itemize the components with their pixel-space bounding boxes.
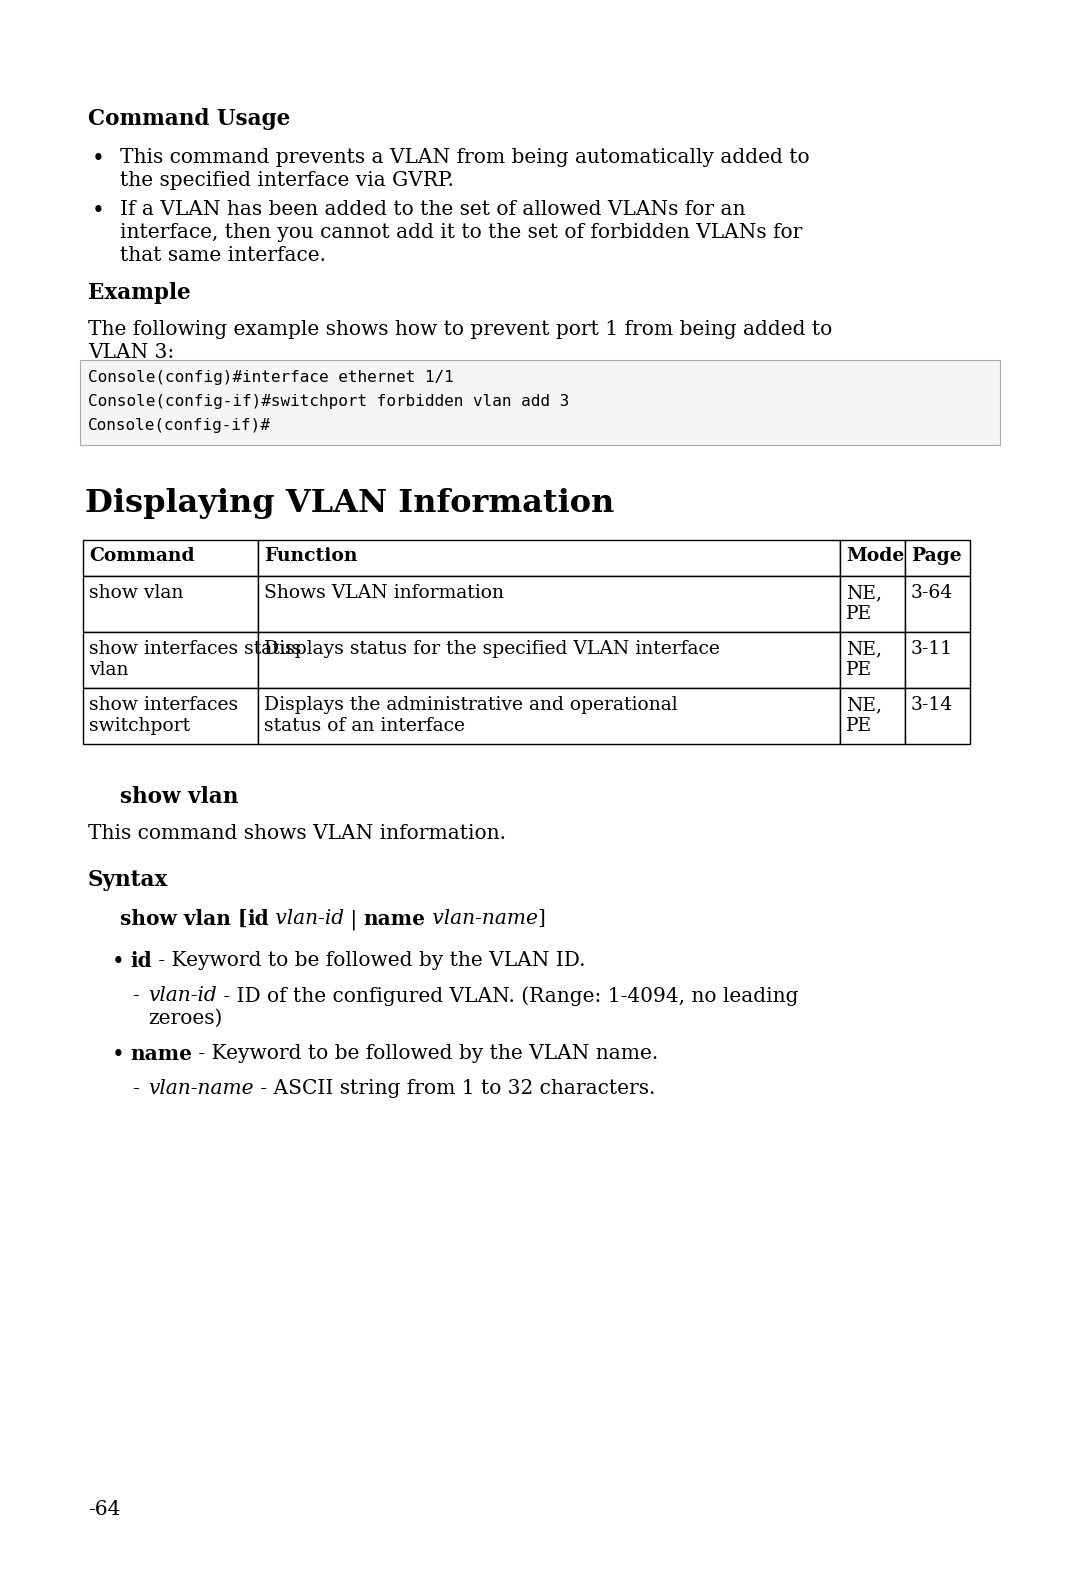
- Bar: [840, 688, 905, 744]
- Text: - Keyword to be followed by the VLAN name.: - Keyword to be followed by the VLAN nam…: [192, 1044, 658, 1063]
- Text: NE,: NE,: [846, 696, 882, 714]
- Bar: [905, 540, 970, 576]
- Text: id: id: [130, 951, 152, 970]
- Text: •: •: [92, 199, 105, 221]
- Text: Displaying VLAN Information: Displaying VLAN Information: [85, 488, 615, 520]
- Text: |: |: [345, 909, 364, 929]
- Text: show interfaces: show interfaces: [89, 696, 238, 714]
- Bar: [258, 688, 840, 744]
- Bar: [905, 576, 970, 633]
- Bar: [83, 576, 258, 633]
- Text: PE: PE: [846, 661, 873, 678]
- Bar: [258, 576, 840, 633]
- Bar: [258, 540, 840, 576]
- Bar: [258, 633, 840, 688]
- Bar: [905, 633, 970, 688]
- Text: Page: Page: [912, 546, 961, 565]
- Text: VLAN 3:: VLAN 3:: [87, 342, 174, 363]
- Text: Displays the administrative and operational: Displays the administrative and operatio…: [264, 696, 677, 714]
- Bar: [840, 576, 905, 633]
- Bar: [83, 540, 258, 576]
- Text: switchport: switchport: [89, 717, 190, 735]
- Text: Example: Example: [87, 283, 191, 305]
- Bar: [840, 540, 905, 576]
- Text: Displays status for the specified VLAN interface: Displays status for the specified VLAN i…: [264, 641, 720, 658]
- Text: show vlan [: show vlan [: [120, 909, 247, 929]
- Text: Command: Command: [89, 546, 194, 565]
- Text: 3-64: 3-64: [912, 584, 954, 601]
- Bar: [840, 633, 905, 688]
- Text: PE: PE: [846, 717, 873, 735]
- Text: •: •: [112, 951, 125, 973]
- Text: Console(config)#interface ethernet 1/1: Console(config)#interface ethernet 1/1: [87, 371, 454, 385]
- Bar: [83, 688, 258, 744]
- Text: Command Usage: Command Usage: [87, 108, 291, 130]
- Text: Mode: Mode: [846, 546, 904, 565]
- Text: show interfaces status: show interfaces status: [89, 641, 301, 658]
- Text: If a VLAN has been added to the set of allowed VLANs for an: If a VLAN has been added to the set of a…: [120, 199, 745, 218]
- Text: Function: Function: [264, 546, 357, 565]
- Text: Console(config-if)#: Console(config-if)#: [87, 418, 271, 433]
- Text: -: -: [132, 1079, 138, 1097]
- Text: ]: ]: [538, 909, 545, 928]
- Text: id: id: [247, 909, 269, 929]
- Text: •: •: [112, 1044, 125, 1066]
- Text: vlan-id: vlan-id: [148, 986, 217, 1005]
- Text: name: name: [364, 909, 426, 929]
- Text: The following example shows how to prevent port 1 from being added to: The following example shows how to preve…: [87, 320, 833, 339]
- Bar: [83, 633, 258, 688]
- Text: status of an interface: status of an interface: [264, 717, 465, 735]
- Text: This command prevents a VLAN from being automatically added to: This command prevents a VLAN from being …: [120, 148, 810, 166]
- Text: -64: -64: [87, 1499, 120, 1520]
- Text: show vlan: show vlan: [120, 787, 239, 809]
- Text: NE,: NE,: [846, 641, 882, 658]
- Text: name: name: [130, 1044, 192, 1064]
- Bar: [80, 360, 1000, 444]
- Text: 3-11: 3-11: [912, 641, 954, 658]
- Text: Syntax: Syntax: [87, 870, 168, 892]
- Text: zeroes): zeroes): [148, 1010, 222, 1028]
- Bar: [905, 688, 970, 744]
- Text: Console(config-if)#switchport forbidden vlan add 3: Console(config-if)#switchport forbidden …: [87, 394, 569, 410]
- Text: - ASCII string from 1 to 32 characters.: - ASCII string from 1 to 32 characters.: [254, 1079, 654, 1097]
- Text: vlan-name: vlan-name: [426, 909, 538, 928]
- Text: vlan: vlan: [89, 661, 129, 678]
- Text: - Keyword to be followed by the VLAN ID.: - Keyword to be followed by the VLAN ID.: [152, 951, 585, 970]
- Text: interface, then you cannot add it to the set of forbidden VLANs for: interface, then you cannot add it to the…: [120, 223, 802, 242]
- Text: the specified interface via GVRP.: the specified interface via GVRP.: [120, 171, 454, 190]
- Text: NE,: NE,: [846, 584, 882, 601]
- Text: PE: PE: [846, 604, 873, 623]
- Text: vlan-name: vlan-name: [148, 1079, 254, 1097]
- Text: -: -: [132, 986, 138, 1005]
- Text: This command shows VLAN information.: This command shows VLAN information.: [87, 824, 507, 843]
- Text: vlan-id: vlan-id: [269, 909, 345, 928]
- Text: that same interface.: that same interface.: [120, 246, 326, 265]
- Text: •: •: [92, 148, 105, 170]
- Text: Shows VLAN information: Shows VLAN information: [264, 584, 504, 601]
- Text: - ID of the configured VLAN. (Range: 1-4094, no leading: - ID of the configured VLAN. (Range: 1-4…: [217, 986, 798, 1006]
- Text: 3-14: 3-14: [912, 696, 954, 714]
- Text: show vlan: show vlan: [89, 584, 184, 601]
